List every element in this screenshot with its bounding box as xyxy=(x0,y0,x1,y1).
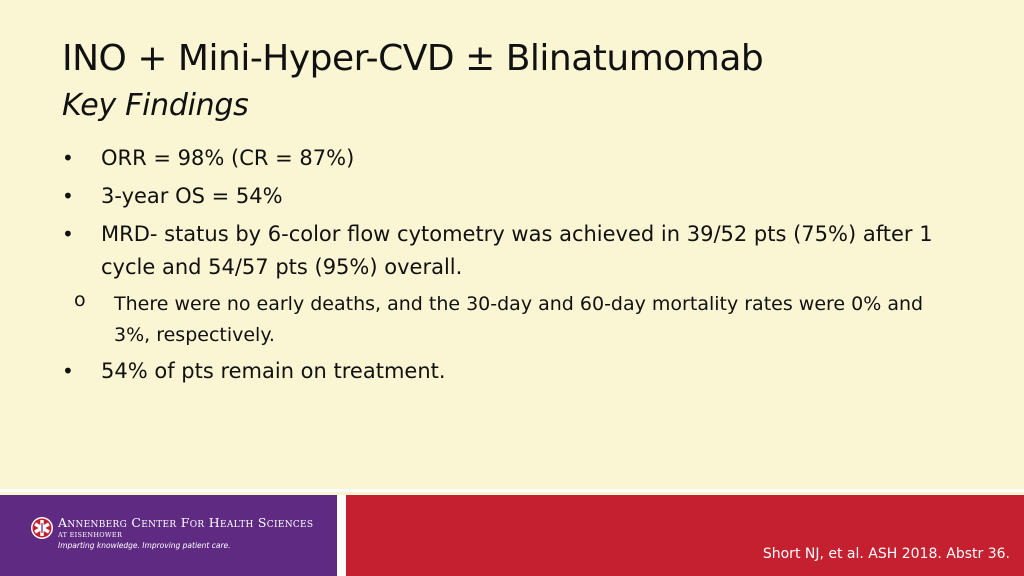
bullet-text: MRD- status by 6-color flow cytometry wa… xyxy=(101,222,933,279)
footer-logo-band xyxy=(0,495,337,576)
sub-bullet-text: There were no early deaths, and the 30-d… xyxy=(114,293,924,346)
bullet-item: • MRD- status by 6-color flow cytometry … xyxy=(62,218,962,284)
bullet-list: • ORR = 98% (CR = 87%) • 3-year OS = 54%… xyxy=(62,142,962,393)
org-tagline: Imparting knowledge. Improving patient c… xyxy=(58,541,231,550)
org-subname: AT EISENHOWER xyxy=(58,531,123,539)
footer-divider xyxy=(0,489,1024,492)
org-name: Annenberg Center For Health Sciences xyxy=(58,515,314,530)
bullet-icon: • xyxy=(62,222,74,246)
slide-subtitle: Key Findings xyxy=(62,88,249,123)
footer-citation-band xyxy=(346,495,1024,576)
bullet-icon: • xyxy=(62,184,74,208)
citation: Short NJ, et al. ASH 2018. Abstr 36. xyxy=(762,546,1010,562)
footer-band-separator xyxy=(337,495,346,576)
bullet-text: ORR = 98% (CR = 87%) xyxy=(101,146,355,170)
bullet-item: • 3-year OS = 54% xyxy=(62,180,962,213)
bullet-text: 3-year OS = 54% xyxy=(101,184,283,208)
bullet-text: 54% of pts remain on treatment. xyxy=(101,359,446,383)
bullet-icon: • xyxy=(62,359,74,383)
sub-bullet-list: o There were no early deaths, and the 30… xyxy=(62,289,962,351)
bullet-icon: • xyxy=(62,146,74,170)
bullet-item: • ORR = 98% (CR = 87%) xyxy=(62,142,962,175)
sub-list-container: o There were no early deaths, and the 30… xyxy=(62,289,962,351)
slide-title: INO + Mini-Hyper-CVD ± Blinatumomab xyxy=(62,38,764,79)
sub-bullet-icon: o xyxy=(74,289,86,311)
bullet-item: • 54% of pts remain on treatment. xyxy=(62,355,962,388)
star-of-life-icon xyxy=(31,517,53,539)
sub-bullet-item: o There were no early deaths, and the 30… xyxy=(62,289,962,351)
